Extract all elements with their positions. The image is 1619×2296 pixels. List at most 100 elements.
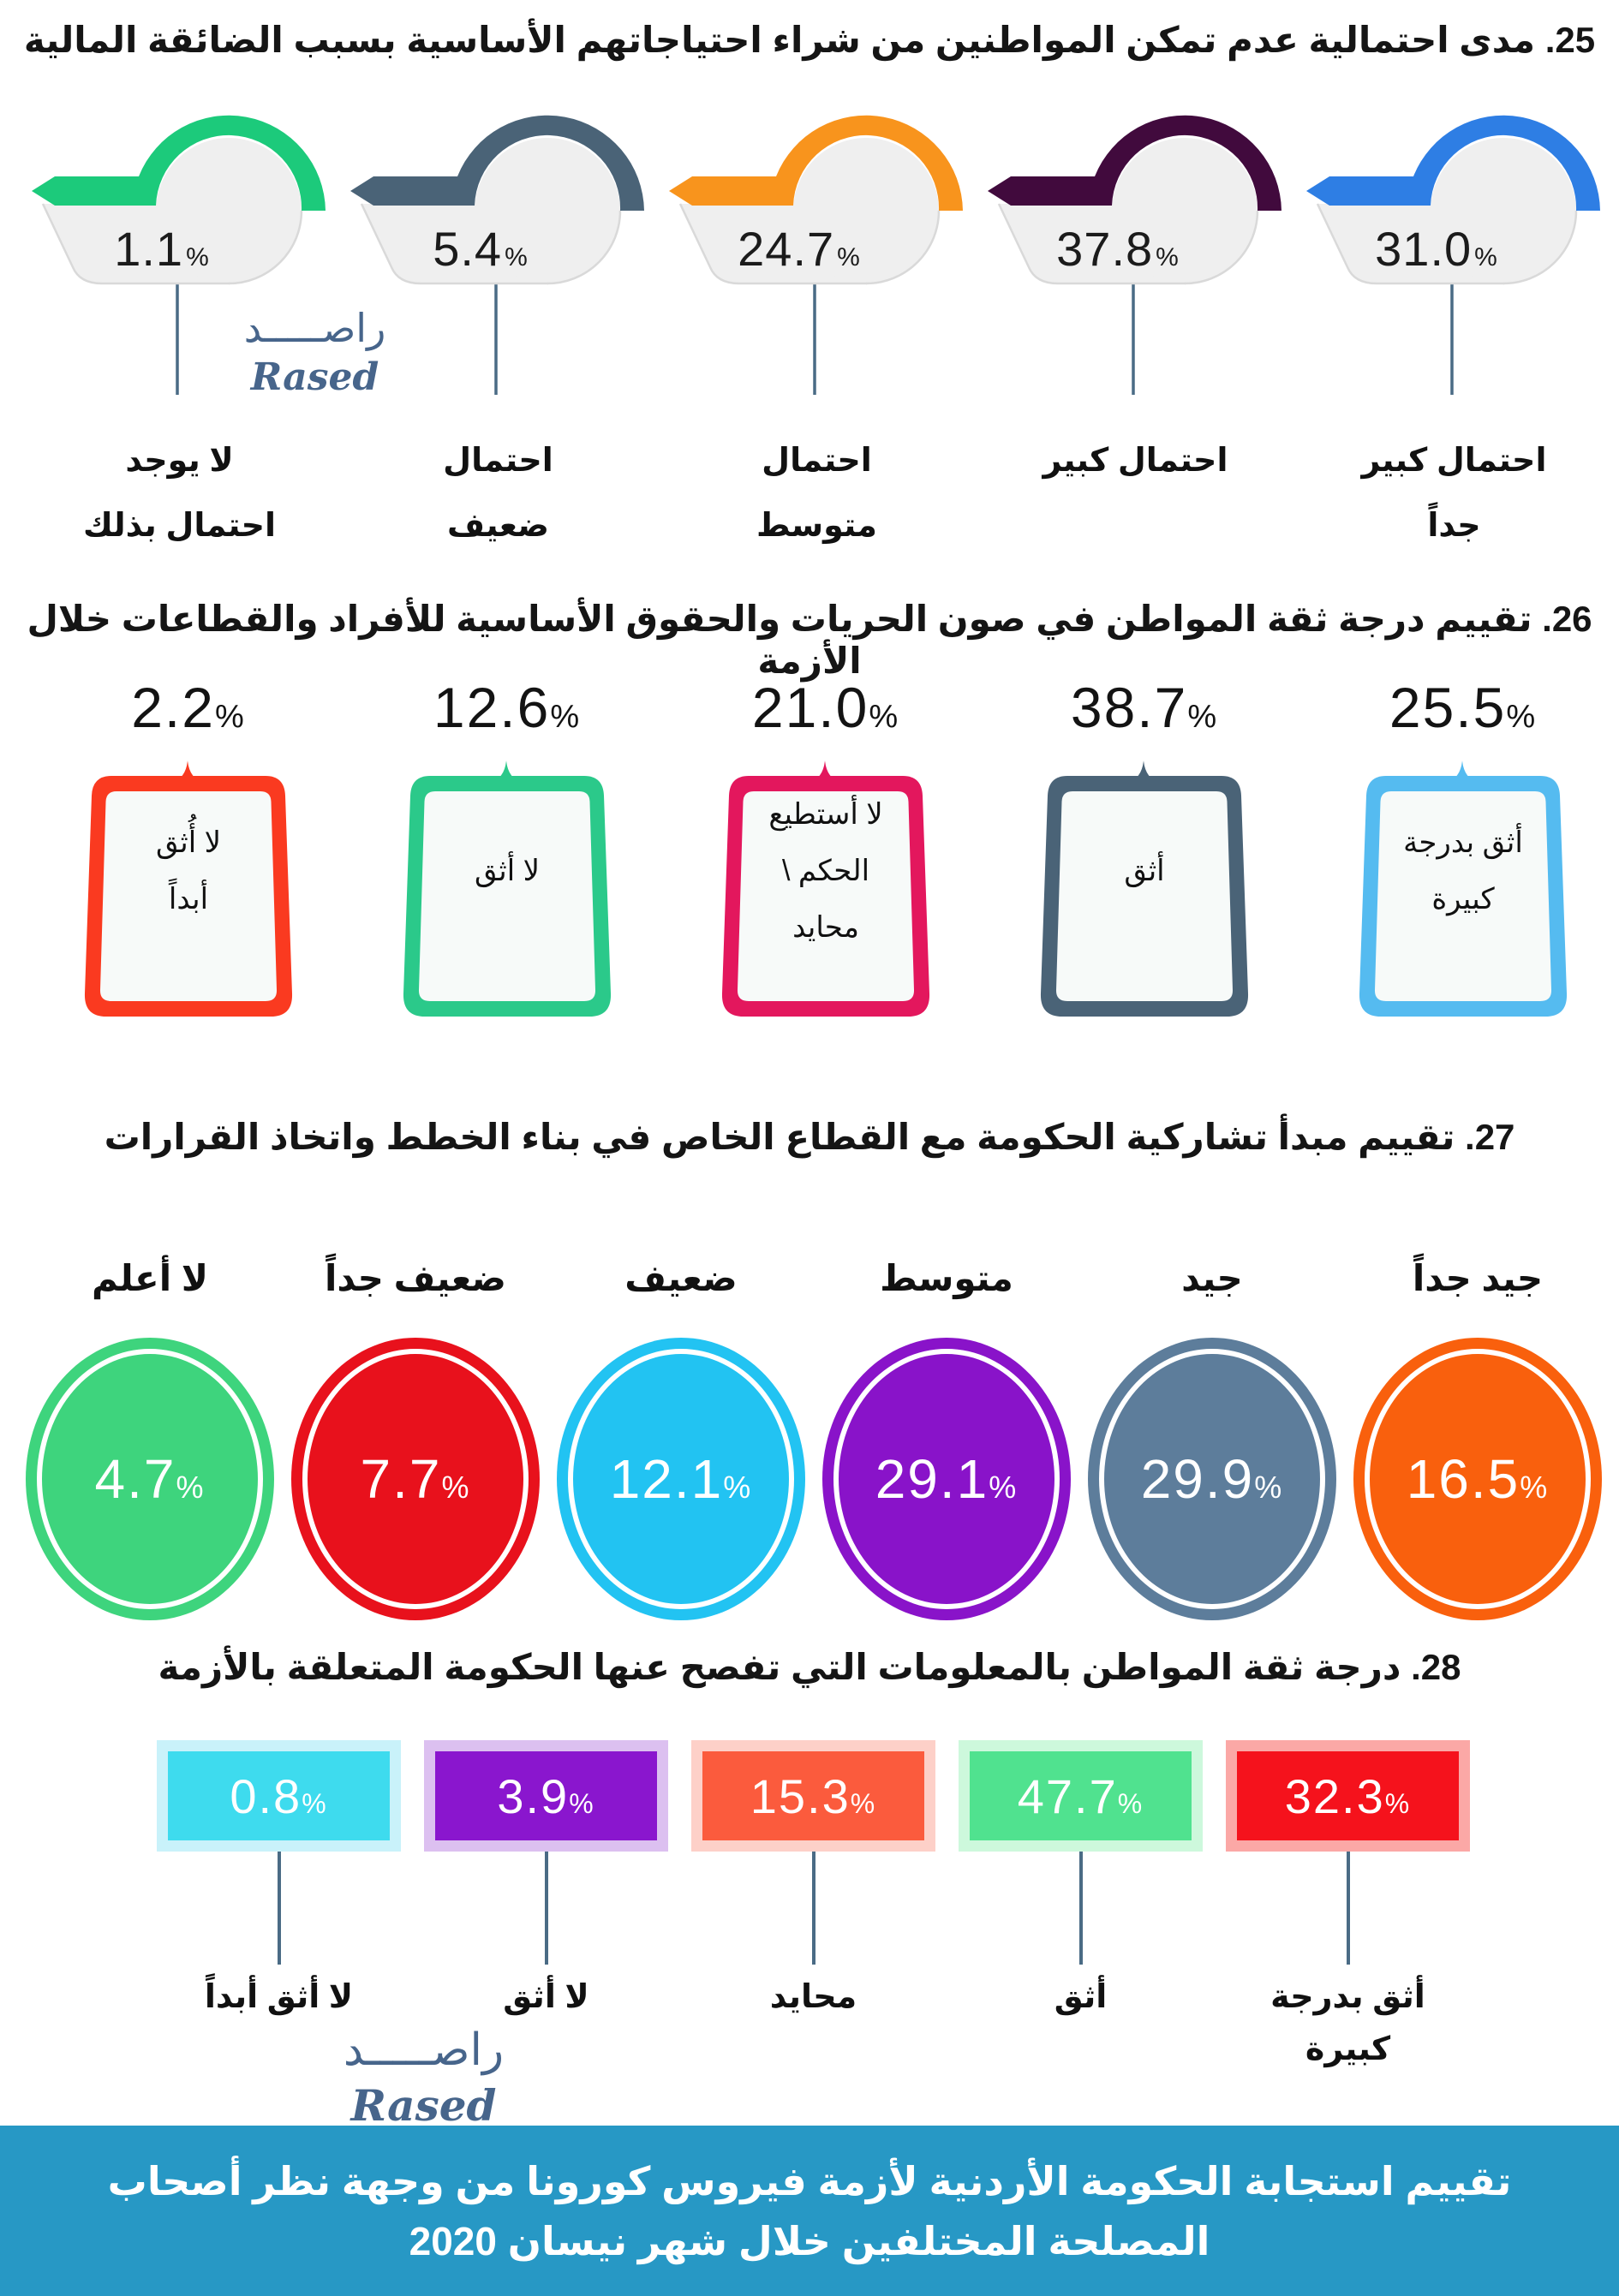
q25-label-0: لا يوجد احتمال بذلك [32, 428, 327, 558]
q27-label-3: متوسط [880, 1258, 1013, 1298]
q27-label-2: ضعيف [624, 1258, 738, 1298]
label-line: أثق [1054, 1979, 1108, 2015]
circle-ring [833, 1349, 1060, 1609]
q26-badge-1: لا أثق [396, 757, 618, 1031]
label-line: كبيرة [1431, 883, 1495, 915]
circle-ring [568, 1349, 794, 1609]
label-line: احتمال [443, 443, 553, 479]
circle-ring [1099, 1349, 1325, 1609]
badge-inner [418, 791, 596, 1001]
q25-tag-shape: 31.0% [1306, 115, 1600, 395]
q28-item-2: 15.3% محايد [691, 1740, 935, 2076]
q28-label-2: محايد [770, 1971, 857, 2024]
q28-box-inner-1: 3.9% [435, 1751, 657, 1840]
label-line: لا أستطيع [768, 797, 883, 831]
percentage-value: 3.9% [497, 1768, 595, 1823]
q26-label-3: أثق [1057, 790, 1232, 952]
q25-item-3: 37.8% [988, 110, 1283, 397]
label-line: أبداً [168, 883, 209, 915]
tag-outline [360, 203, 548, 285]
pointer-line [811, 1852, 815, 1965]
q28-box-0: 0.8% [157, 1740, 401, 1852]
label-line: لا يوجد [125, 443, 234, 479]
label-line: لا أُثق [155, 826, 222, 859]
q27-circle-5: 16.5% [1353, 1338, 1602, 1620]
q28-box-2: 15.3% [691, 1740, 935, 1852]
tag-outline [1316, 203, 1504, 285]
badge-pointer [1446, 760, 1479, 783]
q26-value-3: 38.7% [1070, 676, 1219, 739]
q26-item-4: أثق بدرجة كبيرة [1335, 757, 1592, 1031]
label-line: جداً [1427, 508, 1481, 544]
percentage-value: 16.5% [1406, 1448, 1550, 1510]
q26-item-2: لا أستطيع الحكم \ محايد [697, 757, 954, 1031]
q26-badge-shape [1040, 760, 1249, 1017]
q26-badge-4: أثق بدرجة كبيرة [1352, 757, 1574, 1031]
q26-item-3: أثق [1016, 757, 1273, 1031]
label-line: أثق [1124, 854, 1165, 887]
q26-badge-0: لا أُثق أبداً [77, 757, 300, 1031]
q26-value-2: 21.0% [751, 676, 900, 739]
percent-sign: % [850, 1787, 877, 1819]
badge-inner [99, 791, 278, 1001]
q27-circle-3: 29.1% [822, 1338, 1071, 1620]
q27-circle-chart: 4.7% 7.7% 12.1% 29.1% 29.9% 16.5% [26, 1338, 1602, 1620]
q27-circle-2: 12.1% [557, 1338, 805, 1620]
pointer-line [277, 1852, 281, 1965]
q26-value-1: 12.6% [433, 676, 582, 739]
tag-ribbon-arc [350, 115, 644, 211]
q28-label-4: أثق بدرجة كبيرة [1270, 1971, 1425, 2076]
pointer-line [544, 1852, 548, 1965]
q25-item-0: 1.1% [32, 110, 327, 397]
rased-logo-arabic: راصـــــد [343, 2025, 505, 2075]
q26-badge-shape [403, 760, 612, 1017]
q27-category-labels: لا أعلم ضعيف جداً ضعيف متوسط جيد جيد جداً [26, 1257, 1602, 1299]
q26-badge-shape [721, 760, 930, 1017]
q28-item-0: 0.8% لا أثق أبداً [157, 1740, 401, 2076]
q27-label-1: ضعيف جداً [324, 1258, 507, 1298]
label-line: محايد [769, 1979, 857, 2015]
tag-outline [865, 210, 941, 285]
percent-sign: % [441, 1470, 471, 1505]
q26-badge-2: لا أستطيع الحكم \ محايد [714, 757, 937, 1031]
q27-label-5: جيد جداً [1412, 1258, 1544, 1298]
q25-label-2: احتمال متوسط [669, 428, 965, 558]
q27-circle-4: 29.9% [1088, 1338, 1336, 1620]
percentage-value: 7.7% [360, 1448, 471, 1510]
q27-label-4: جيد [1181, 1258, 1243, 1298]
q27-circle-0: 4.7% [26, 1338, 274, 1620]
percentage-value: 47.7% [1017, 1768, 1144, 1823]
tag-ribbon-arc [669, 115, 963, 211]
q26-badge-shape [84, 760, 293, 1017]
pointer-line [1346, 1852, 1350, 1965]
percent-sign: % [176, 1470, 206, 1505]
q28-box-inner-4: 32.3% [1237, 1751, 1459, 1840]
label-line: محايد [792, 911, 859, 945]
q28-box-1: 3.9% [424, 1740, 668, 1852]
pointer-line [1078, 1852, 1083, 1965]
badge-pointer [809, 760, 841, 783]
tag-outline [547, 210, 622, 285]
badge-inner [1055, 791, 1234, 1001]
tag-circle [156, 138, 302, 283]
q27-label-0: لا أعلم [91, 1258, 209, 1298]
q28-box-inner-3: 47.7% [970, 1751, 1192, 1840]
tag-ribbon-arc [1306, 115, 1600, 211]
q26-badge-shape [1359, 760, 1568, 1017]
q25-item-2: 24.7% [669, 110, 965, 397]
circle-ring [302, 1349, 529, 1609]
badge-pointer [171, 760, 204, 783]
q26-badge-chart: لا أُثق أبداً لا أثق لا أستطيع الحكم \ محاي… [60, 757, 1592, 1031]
q28-label-3: أثق [1054, 1971, 1108, 2024]
percent-sign: % [1117, 1787, 1144, 1819]
badge-pointer [490, 760, 523, 783]
percent-sign: % [302, 1787, 328, 1819]
tag-circle [1431, 138, 1576, 283]
q26-value-4: 25.5% [1389, 676, 1538, 739]
tag-circle [1112, 138, 1258, 283]
tag-ribbon-arc [32, 115, 326, 211]
tag-outline [997, 203, 1186, 285]
q26-badge-3: أثق [1033, 757, 1256, 1031]
q25-tag-shape: 37.8% [988, 115, 1281, 395]
